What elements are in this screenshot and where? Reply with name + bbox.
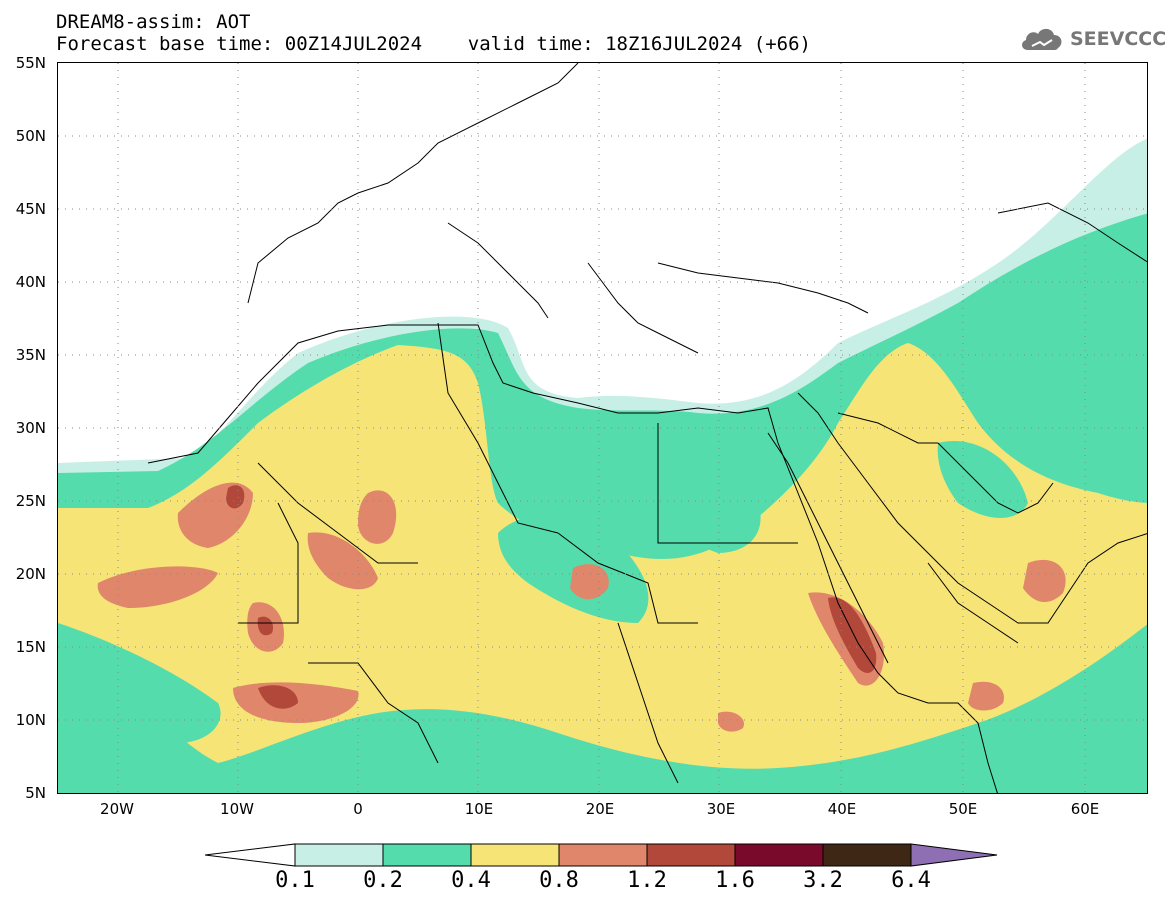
colorbar-segment	[822, 843, 912, 867]
lon-label: 10E	[464, 800, 494, 818]
border-line	[997, 202, 1147, 263]
border-line	[437, 322, 559, 534]
aot-contour-1.2	[226, 485, 245, 509]
border-line	[617, 622, 679, 784]
aot-contour-0.8	[97, 566, 218, 608]
cloud-logo-icon	[1022, 28, 1062, 50]
lat-label: 55N	[15, 54, 46, 72]
lat-label: 50N	[15, 127, 46, 145]
aot-contour-0.8	[358, 490, 397, 544]
border-line	[557, 532, 698, 624]
colorbar-label: 0.1	[275, 868, 315, 893]
colorbar-segment	[470, 843, 560, 867]
colorbar-segment	[646, 843, 736, 867]
lon-label: 30E	[706, 800, 736, 818]
coastline-greece	[587, 262, 699, 354]
colorbar-label: 3.2	[803, 868, 843, 893]
lat-label: 10N	[15, 711, 46, 729]
lat-label: 35N	[15, 346, 46, 364]
aot-contour-0.8	[307, 532, 378, 590]
border-line	[837, 412, 938, 444]
border-line	[657, 423, 798, 544]
coastline-persian-gulf	[937, 442, 1054, 514]
lat-label: 30N	[15, 419, 46, 437]
aot-map	[57, 62, 1148, 794]
aot-green-patch	[658, 472, 761, 553]
aot-contour-0.8	[1023, 559, 1066, 603]
aot-contour-0.8	[718, 711, 744, 732]
lon-label: 50E	[948, 800, 978, 818]
aot-contour-0.8	[968, 681, 1004, 711]
colorbar	[205, 843, 998, 867]
coastline-overlay	[58, 63, 1147, 793]
colorbar-label: 0.8	[539, 868, 579, 893]
border-line	[257, 462, 418, 564]
aot-contour-1.2	[258, 685, 298, 709]
lon-label: 10W	[220, 800, 254, 818]
colorbar-segment	[558, 843, 648, 867]
colorbar-segment	[382, 843, 472, 867]
lat-label: 20N	[15, 565, 46, 583]
lat-label: 40N	[15, 273, 46, 291]
colorbar-label: 1.2	[627, 868, 667, 893]
coastline-italy	[447, 222, 549, 319]
colorbar-label: 6.4	[891, 868, 931, 893]
lon-label: 0	[353, 800, 363, 818]
aot-green-patch	[58, 623, 221, 743]
colorbar-segment	[734, 843, 824, 867]
lon-label: 60E	[1070, 800, 1100, 818]
colorbar-under-triangle	[205, 843, 296, 867]
lat-label: 5N	[25, 784, 46, 802]
aot-contour-0.8	[570, 564, 609, 600]
lon-label: 20E	[585, 800, 615, 818]
border-line	[238, 502, 299, 624]
coastline-red-sea	[767, 432, 889, 664]
coastline-africa	[147, 324, 998, 793]
logo-text: SEEVCCC	[1070, 28, 1165, 50]
coastline-turkey	[657, 262, 869, 314]
aot-contour-1.2	[257, 616, 274, 636]
aot-green-patch	[937, 441, 1028, 518]
lon-label: 40E	[827, 800, 857, 818]
colorbar-label: 1.6	[715, 868, 755, 893]
aot-field	[58, 138, 1147, 793]
border-line	[308, 662, 439, 764]
colorbar-label: 0.2	[363, 868, 403, 893]
colorbar-label: 0.4	[451, 868, 491, 893]
lon-label: 20W	[100, 800, 134, 818]
lat-label: 15N	[15, 638, 46, 656]
coastline-europe	[247, 63, 579, 304]
colorbar-over-triangle	[910, 843, 998, 867]
forecast-time-line: Forecast base time: 00Z14JUL2024 valid t…	[56, 33, 811, 55]
map-title: DREAM8-assim: AOT	[56, 11, 251, 33]
lat-label: 45N	[15, 200, 46, 218]
colorbar-segment	[294, 843, 384, 867]
aot-contour-1.2	[828, 597, 877, 673]
seevccc-logo: SEEVCCC	[1018, 24, 1165, 54]
lat-label: 25N	[15, 492, 46, 510]
border-line	[927, 562, 1019, 644]
